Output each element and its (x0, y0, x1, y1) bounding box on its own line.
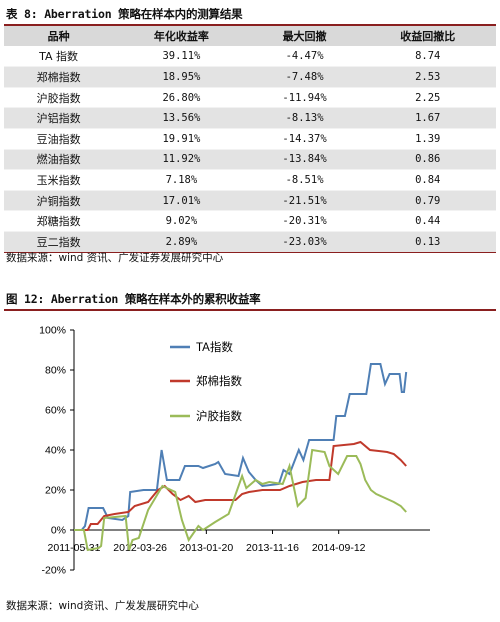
legend-label-2: 郑棉指数 (196, 374, 242, 388)
cell-ratio: 8.74 (359, 45, 496, 67)
x-tick-label: 2014-09-12 (312, 542, 366, 554)
table-row: 豆油指数 19.91% -14.37% 1.39 (4, 127, 496, 150)
cell-max-drawdown: -23.03% (249, 230, 360, 253)
cell-variety: 豆二指数 (4, 230, 114, 253)
cell-max-drawdown: -20.31% (249, 210, 360, 232)
cell-variety: 沪胶指数 (4, 86, 114, 108)
cell-max-drawdown: -13.84% (249, 148, 360, 170)
results-table: 品种 年化收益率 最大回撤 收益回撤比 TA 指数 39.11% -4.47% … (4, 26, 496, 253)
legend-label-3: 沪胶指数 (196, 409, 242, 423)
cell-annual-return: 17.01% (113, 189, 250, 211)
table-top-rule (4, 24, 496, 26)
cell-ratio: 0.79 (359, 189, 496, 211)
series-line-3 (74, 448, 407, 552)
cell-ratio: 1.39 (359, 127, 496, 150)
cell-ratio: 0.44 (359, 210, 496, 232)
chart-caption: 图 12: Aberration 策略在样本外的累积收益率 (6, 292, 261, 306)
cell-max-drawdown: -8.13% (249, 107, 360, 129)
series-line-2 (74, 440, 407, 531)
cell-max-drawdown: -8.51% (249, 169, 360, 191)
header-return-drawdown-ratio: 收益回撤比 (359, 26, 496, 47)
cell-annual-return: 11.92% (113, 148, 250, 170)
cell-annual-return: 39.11% (113, 45, 250, 67)
cell-annual-return: 2.89% (113, 230, 250, 253)
cell-max-drawdown: -4.47% (249, 45, 360, 67)
x-tick-label: 2013-11-16 (246, 542, 299, 554)
cell-max-drawdown: -11.94% (249, 86, 360, 108)
cell-max-drawdown: -14.37% (249, 127, 360, 150)
cell-variety: 沪铝指数 (4, 107, 114, 129)
cell-annual-return: 26.80% (113, 86, 250, 108)
legend-label-1: TA指数 (196, 340, 233, 354)
y-tick-label: 20% (45, 485, 66, 497)
cell-ratio: 0.84 (359, 169, 496, 191)
header-annual-return: 年化收益率 (113, 26, 250, 47)
cell-annual-return: 9.02% (113, 210, 250, 232)
header-max-drawdown: 最大回撤 (249, 26, 360, 47)
header-variety: 品种 (4, 26, 114, 47)
table-row: 玉米指数 7.18% -8.51% 0.84 (4, 169, 496, 191)
cell-ratio: 0.13 (359, 230, 496, 253)
x-tick-label: 2012-03-26 (113, 542, 167, 554)
cell-variety: 玉米指数 (4, 169, 114, 191)
cell-ratio: 2.25 (359, 86, 496, 108)
table-caption: 表 8: Aberration 策略在样本内的测算结果 (6, 7, 243, 21)
cell-annual-return: 18.95% (113, 66, 250, 88)
table-row: 沪铜指数 17.01% -21.51% 0.79 (4, 189, 496, 211)
table-row: 豆二指数 2.89% -23.03% 0.13 (4, 230, 496, 253)
y-tick-label: 100% (39, 325, 66, 337)
series-line-1 (74, 363, 408, 531)
chart-top-rule (4, 309, 496, 311)
cell-max-drawdown: -21.51% (249, 189, 360, 211)
y-tick-label: -20% (41, 565, 66, 577)
table-header-row: 品种 年化收益率 最大回撤 收益回撤比 (4, 26, 496, 47)
cell-annual-return: 7.18% (113, 169, 250, 191)
cell-variety: 燃油指数 (4, 148, 114, 170)
x-tick-label: 2011-05-31 (48, 542, 101, 554)
cell-variety: 郑糖指数 (4, 210, 114, 232)
table-row: 沪胶指数 26.80% -11.94% 2.25 (4, 86, 496, 108)
cumulative-return-chart: -20% 0% 20% 40% 60% 80% 100% 2011-05-31 2012-03-… (39, 325, 430, 577)
cell-variety: 郑棉指数 (4, 66, 114, 88)
y-tick-label: 0% (51, 525, 66, 537)
table-row: 沪铝指数 13.56% -8.13% 1.67 (4, 107, 496, 129)
cell-ratio: 0.86 (359, 148, 496, 170)
cell-variety: 豆油指数 (4, 127, 114, 150)
table-row: TA 指数 39.11% -4.47% 8.74 (4, 45, 496, 67)
x-tick-label: 2013-01-20 (179, 542, 233, 554)
cell-variety: 沪铜指数 (4, 189, 114, 211)
y-tick-label: 60% (45, 405, 66, 417)
chart-source-note: 数据来源：wind资讯、广发发展研究中心 (6, 600, 199, 612)
cell-variety: TA 指数 (4, 45, 114, 67)
y-tick-label: 80% (45, 365, 66, 377)
y-tick-label: 40% (45, 445, 66, 457)
cell-max-drawdown: -7.48% (249, 66, 360, 88)
cell-ratio: 1.67 (359, 107, 496, 129)
cell-ratio: 2.53 (359, 66, 496, 88)
cell-annual-return: 13.56% (113, 107, 250, 129)
table-row: 燃油指数 11.92% -13.84% 0.86 (4, 148, 496, 170)
chart-series-group (74, 363, 408, 552)
table-row: 郑棉指数 18.95% -7.48% 2.53 (4, 66, 496, 88)
cell-annual-return: 19.91% (113, 127, 250, 150)
table-source-note: 数据来源：wind 资讯、广发证券发展研究中心 (6, 252, 224, 264)
table-row: 郑糖指数 9.02% -20.31% 0.44 (4, 210, 496, 232)
